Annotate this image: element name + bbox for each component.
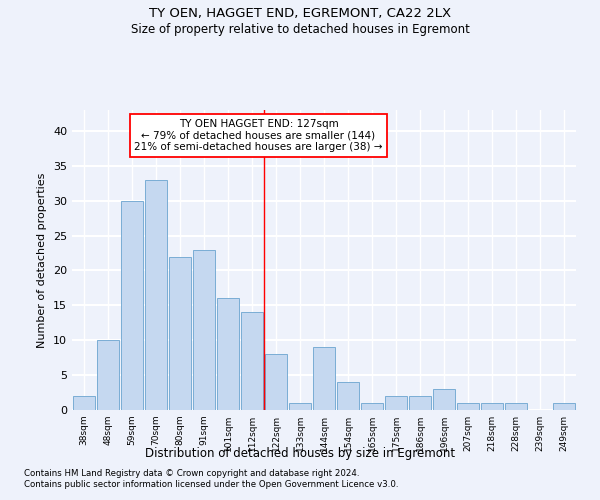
Bar	[73, 396, 95, 410]
Bar	[553, 403, 575, 410]
Bar	[505, 403, 527, 410]
Bar	[313, 347, 335, 410]
Bar	[145, 180, 167, 410]
Bar	[457, 403, 479, 410]
Bar	[217, 298, 239, 410]
Bar	[241, 312, 263, 410]
Text: Contains HM Land Registry data © Crown copyright and database right 2024.: Contains HM Land Registry data © Crown c…	[24, 468, 359, 477]
Text: Size of property relative to detached houses in Egremont: Size of property relative to detached ho…	[131, 22, 469, 36]
Bar	[481, 403, 503, 410]
Bar	[265, 354, 287, 410]
Text: TY OEN HAGGET END: 127sqm
← 79% of detached houses are smaller (144)
21% of semi: TY OEN HAGGET END: 127sqm ← 79% of detac…	[134, 119, 383, 152]
Bar	[169, 256, 191, 410]
Bar	[337, 382, 359, 410]
Text: Contains public sector information licensed under the Open Government Licence v3: Contains public sector information licen…	[24, 480, 398, 489]
Text: TY OEN, HAGGET END, EGREMONT, CA22 2LX: TY OEN, HAGGET END, EGREMONT, CA22 2LX	[149, 8, 451, 20]
Text: Distribution of detached houses by size in Egremont: Distribution of detached houses by size …	[145, 448, 455, 460]
Bar	[289, 403, 311, 410]
Bar	[409, 396, 431, 410]
Y-axis label: Number of detached properties: Number of detached properties	[37, 172, 47, 348]
Bar	[121, 200, 143, 410]
Bar	[385, 396, 407, 410]
Bar	[433, 389, 455, 410]
Bar	[193, 250, 215, 410]
Bar	[97, 340, 119, 410]
Bar	[361, 403, 383, 410]
